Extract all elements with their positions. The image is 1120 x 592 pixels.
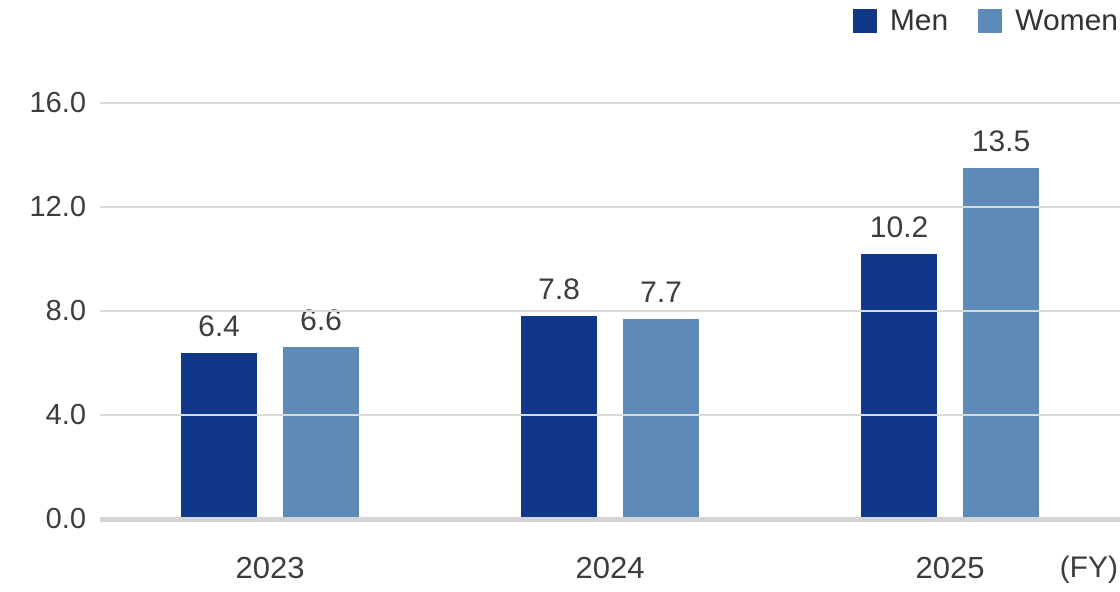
y-tick-label: 12.0 [29,191,86,223]
legend-swatch-women [978,9,1003,33]
x-axis-category-label: 2023 [235,550,305,585]
bar-women-2023 [283,347,359,519]
value-label-men-2024: 7.8 [538,273,580,306]
bar-women-2024 [623,319,699,519]
gridline [100,102,1120,104]
y-tick-label: 0.0 [45,503,86,535]
bar-women-2025 [963,168,1039,519]
x-axis-baseline [100,517,1120,522]
gridline [100,414,1120,416]
x-axis-unit-label: (FY) [1059,551,1118,584]
x-axis-category-label: 2024 [575,550,645,585]
value-label-women-2023: 6.6 [300,304,342,337]
y-tick-label: 16.0 [29,87,86,119]
bar-men-2023 [181,353,257,519]
gridline [100,206,1120,208]
legend-item-women: Women [978,4,1118,38]
legend-label-women: Women [1015,4,1118,37]
value-label-women-2024: 7.7 [640,276,682,309]
value-label-men-2025: 10.2 [869,211,929,244]
legend-swatch-men [852,9,877,33]
chart-legend: Men Women [852,4,1118,38]
value-label-women-2025: 13.5 [971,125,1031,158]
x-axis-category-label: 2025 [915,550,985,585]
legend-label-men: Men [889,4,949,37]
legend-item-men: Men [852,4,949,38]
gridline [100,310,1120,312]
y-tick-label: 4.0 [45,399,86,431]
bar-men-2024 [521,316,597,519]
y-tick-label: 8.0 [45,295,86,327]
value-label-men-2023: 6.4 [198,310,240,343]
bar-men-2025 [861,254,937,519]
